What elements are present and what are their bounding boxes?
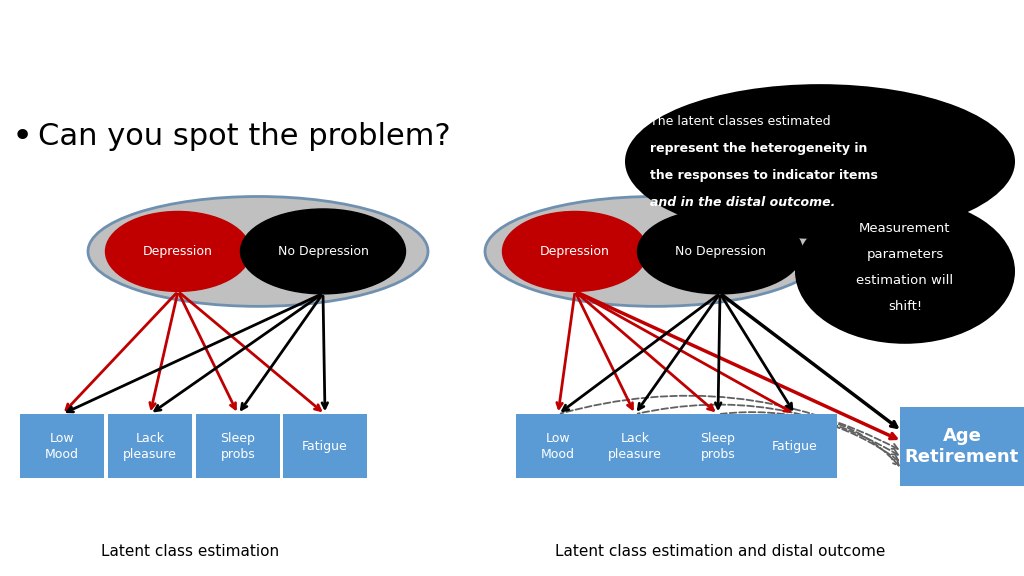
FancyBboxPatch shape xyxy=(753,414,837,478)
Text: Can you spot the problem?: Can you spot the problem? xyxy=(38,122,451,151)
FancyBboxPatch shape xyxy=(593,414,677,478)
FancyBboxPatch shape xyxy=(108,414,193,478)
Text: •: • xyxy=(11,120,33,154)
FancyBboxPatch shape xyxy=(283,414,367,478)
Ellipse shape xyxy=(638,209,803,294)
Ellipse shape xyxy=(88,196,428,306)
FancyBboxPatch shape xyxy=(900,407,1024,486)
Text: Fatigue: Fatigue xyxy=(302,439,348,453)
Text: Fatigue: Fatigue xyxy=(772,439,818,453)
Ellipse shape xyxy=(485,196,825,306)
Text: No Depression: No Depression xyxy=(278,245,369,258)
Text: Age
Retirement: Age Retirement xyxy=(905,427,1019,465)
Text: shift!: shift! xyxy=(888,300,922,313)
Text: Low
Mood: Low Mood xyxy=(45,431,79,461)
FancyBboxPatch shape xyxy=(20,414,104,478)
Text: Depression: Depression xyxy=(143,245,213,258)
Text: Sleep
probs: Sleep probs xyxy=(220,431,255,461)
FancyBboxPatch shape xyxy=(196,414,280,478)
FancyBboxPatch shape xyxy=(516,414,600,478)
Ellipse shape xyxy=(795,199,1015,344)
Text: the responses to indicator items: the responses to indicator items xyxy=(650,169,878,182)
Text: The latent classes estimated: The latent classes estimated xyxy=(650,115,830,128)
Text: Latent class estimation and distal outcome: Latent class estimation and distal outco… xyxy=(555,544,885,559)
Text: Measurement: Measurement xyxy=(859,222,950,235)
Ellipse shape xyxy=(503,211,647,291)
Ellipse shape xyxy=(241,209,406,294)
Ellipse shape xyxy=(105,211,251,291)
Text: No Depression: No Depression xyxy=(675,245,765,258)
Ellipse shape xyxy=(625,84,1015,239)
FancyBboxPatch shape xyxy=(676,414,760,478)
Text: Depression: Depression xyxy=(540,245,610,258)
Text: estimation will: estimation will xyxy=(856,274,953,287)
Text: parameters: parameters xyxy=(866,248,944,261)
Text: Sleep
probs: Sleep probs xyxy=(700,431,735,461)
Text: LCA with Covariates and Distal Outcomes: LCA with Covariates and Distal Outcomes xyxy=(31,26,897,68)
Text: Lack
pleasure: Lack pleasure xyxy=(608,431,662,461)
Text: represent the heterogeneity in: represent the heterogeneity in xyxy=(650,142,867,155)
Text: Low
Mood: Low Mood xyxy=(541,431,575,461)
Text: Lack
pleasure: Lack pleasure xyxy=(123,431,177,461)
Text: and in the distal outcome.: and in the distal outcome. xyxy=(650,196,836,209)
Text: Latent class estimation: Latent class estimation xyxy=(101,544,280,559)
